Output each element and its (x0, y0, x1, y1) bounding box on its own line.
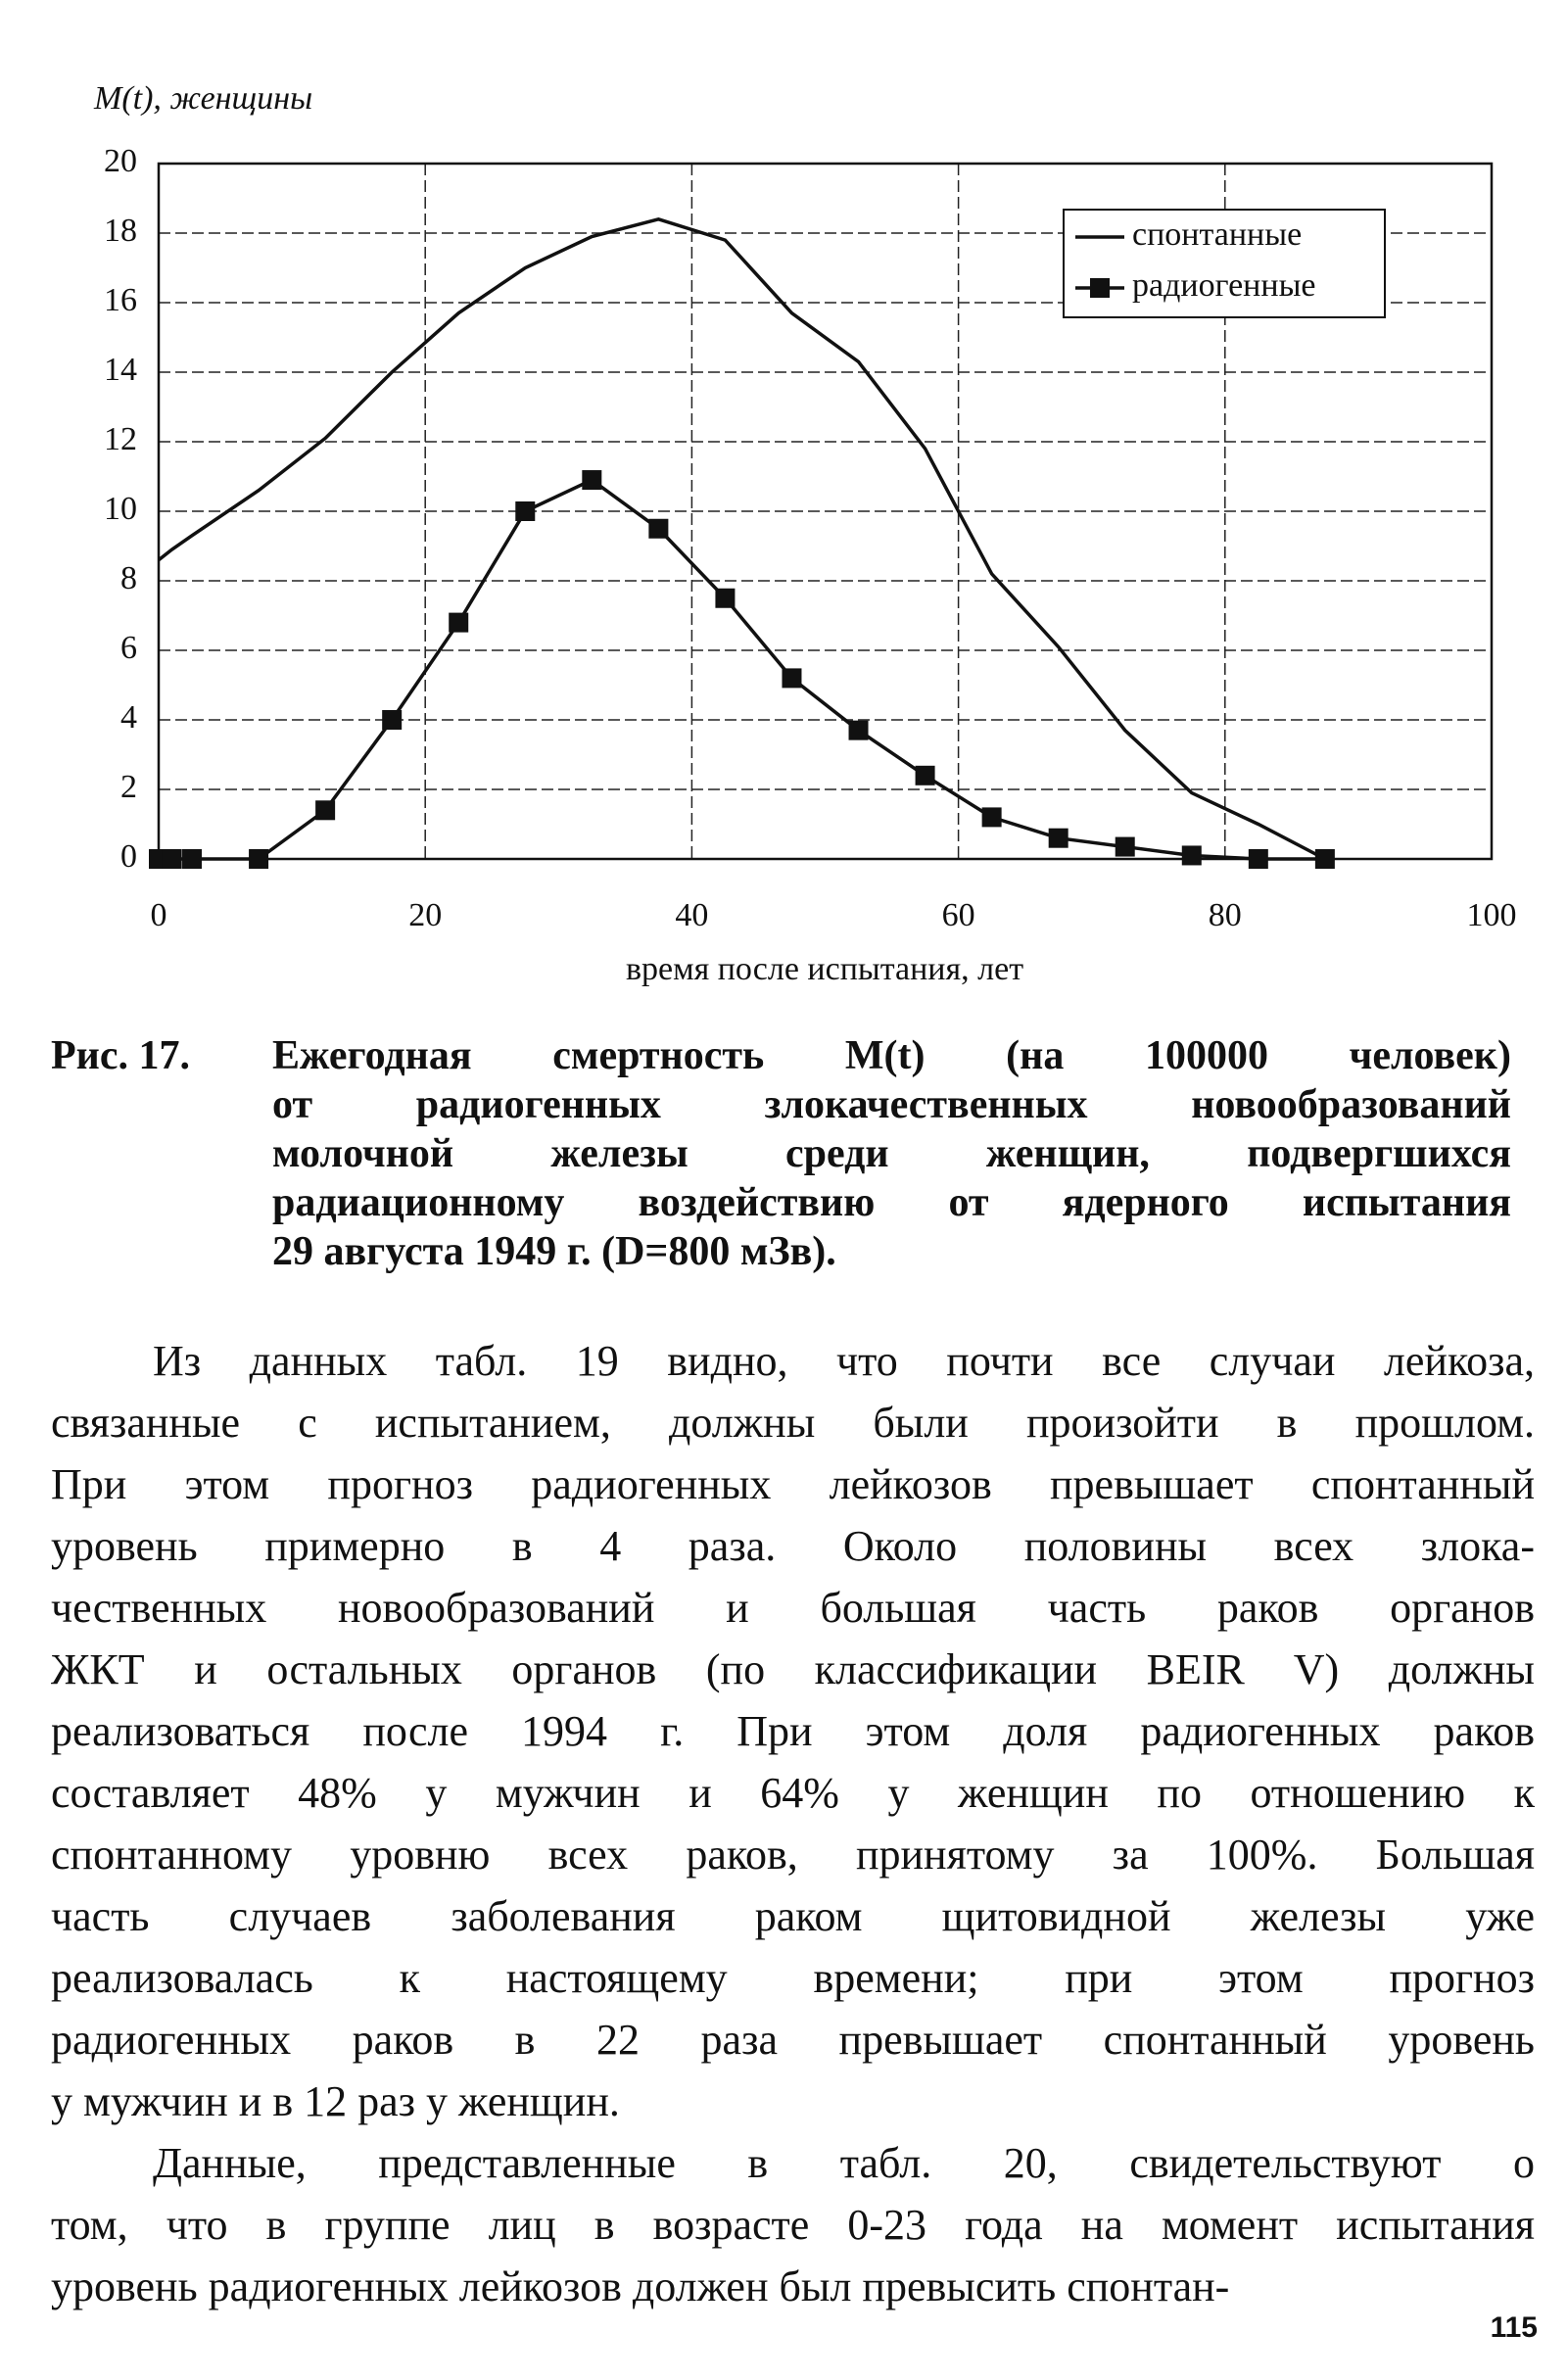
y-tick-label: 20 (104, 143, 137, 179)
text-line: том, что в группе лиц в возрасте 0-23 го… (51, 2201, 1535, 2249)
text-line: При этом прогноз радиогенных лейкозов пр… (51, 1460, 1535, 1508)
caption-line: от радиогенных злокачественных новообраз… (272, 1082, 1511, 1127)
point (582, 470, 602, 491)
point (182, 849, 203, 869)
point (162, 849, 182, 869)
text-line: радиогенных раков в 22 раза превышает сп… (51, 2016, 1535, 2064)
text-line: чественных новообразований и большая час… (51, 1584, 1535, 1632)
y-axis-title: M(t), женщины (93, 80, 312, 117)
y-tick-label: 4 (120, 699, 137, 736)
point (1181, 845, 1202, 866)
text-line: связанные с испытанием, должны были прои… (51, 1399, 1535, 1447)
series-line (159, 478, 1325, 861)
x-tick-label: 0 (151, 897, 167, 933)
x-tick-label: 40 (675, 897, 708, 933)
caption-line: радиационному воздействию от ядерного ис… (272, 1180, 1511, 1225)
plot-frame (157, 162, 1494, 861)
point (249, 849, 269, 869)
text-line: Данные, представленные в табл. 20, свиде… (153, 2139, 1535, 2187)
point (981, 807, 1002, 828)
x-tick-label: 60 (942, 897, 975, 933)
point (1248, 849, 1268, 869)
caption-line: молочной железы среди женщин, подвергших… (272, 1131, 1511, 1176)
text-line: составляет 48% у мужчин и 64% у женщин п… (51, 1769, 1535, 1817)
y-tick-label: 10 (104, 491, 137, 527)
x-tick-label: 20 (408, 897, 442, 933)
point (782, 668, 802, 689)
caption-label: Рис. 17. (51, 1033, 190, 1078)
text-line: уровень примерно в 4 раза. Около половин… (51, 1522, 1535, 1570)
text-line: реализоваться после 1994 г. При этом дол… (51, 1707, 1535, 1755)
chart: M(t), женщины время после испытания, лет… (93, 80, 1517, 987)
page-number: 115 (1490, 2311, 1538, 2344)
y-tick-label: 16 (104, 282, 137, 318)
text-line: часть случаев заболевания раком щитовидн… (51, 1892, 1535, 1940)
y-tick-label: 8 (120, 560, 137, 596)
caption-line: 29 августа 1949 г. (D=800 мЗв). (272, 1229, 836, 1274)
text-line: уровень радиогенных лейкозов должен был … (51, 2262, 1230, 2310)
point (515, 501, 536, 521)
x-axis-title: время после испытания, лет (626, 951, 1023, 987)
y-tick-label: 2 (120, 769, 137, 805)
point (1314, 849, 1335, 869)
point (382, 710, 403, 730)
point (1115, 836, 1135, 857)
point (315, 800, 336, 821)
point (848, 720, 869, 740)
text-line: у мужчин и в 12 раз у женщин. (51, 2077, 620, 2125)
caption-line: Ежегодная смертность M(t) (на 100000 чел… (272, 1033, 1511, 1078)
legend-box (1063, 209, 1386, 318)
text-line: ЖКТ и остальных органов (по классификаци… (51, 1645, 1535, 1693)
text-line: реализовалась к настоящему времени; при … (51, 1954, 1535, 2002)
legend-marker (1090, 278, 1110, 298)
text-line: спонтанному уровню всех раков, принятому… (51, 1831, 1535, 1879)
point (449, 612, 469, 633)
x-tick-label: 80 (1209, 897, 1242, 933)
y-tick-label: 0 (120, 838, 137, 875)
y-tick-label: 14 (104, 352, 137, 388)
point (1048, 828, 1068, 848)
legend-label: радиогенные (1132, 267, 1316, 304)
text-line: Из данных табл. 19 видно, что почти все … (153, 1337, 1535, 1385)
y-tick-label: 18 (104, 213, 137, 249)
legend-label: спонтанные (1132, 216, 1302, 253)
y-tick-label: 12 (104, 421, 137, 457)
y-tick-label: 6 (120, 630, 137, 666)
point (715, 588, 736, 608)
x-tick-label: 100 (1467, 897, 1517, 933)
point (648, 518, 669, 539)
point (915, 765, 935, 785)
series-line (157, 216, 1326, 861)
